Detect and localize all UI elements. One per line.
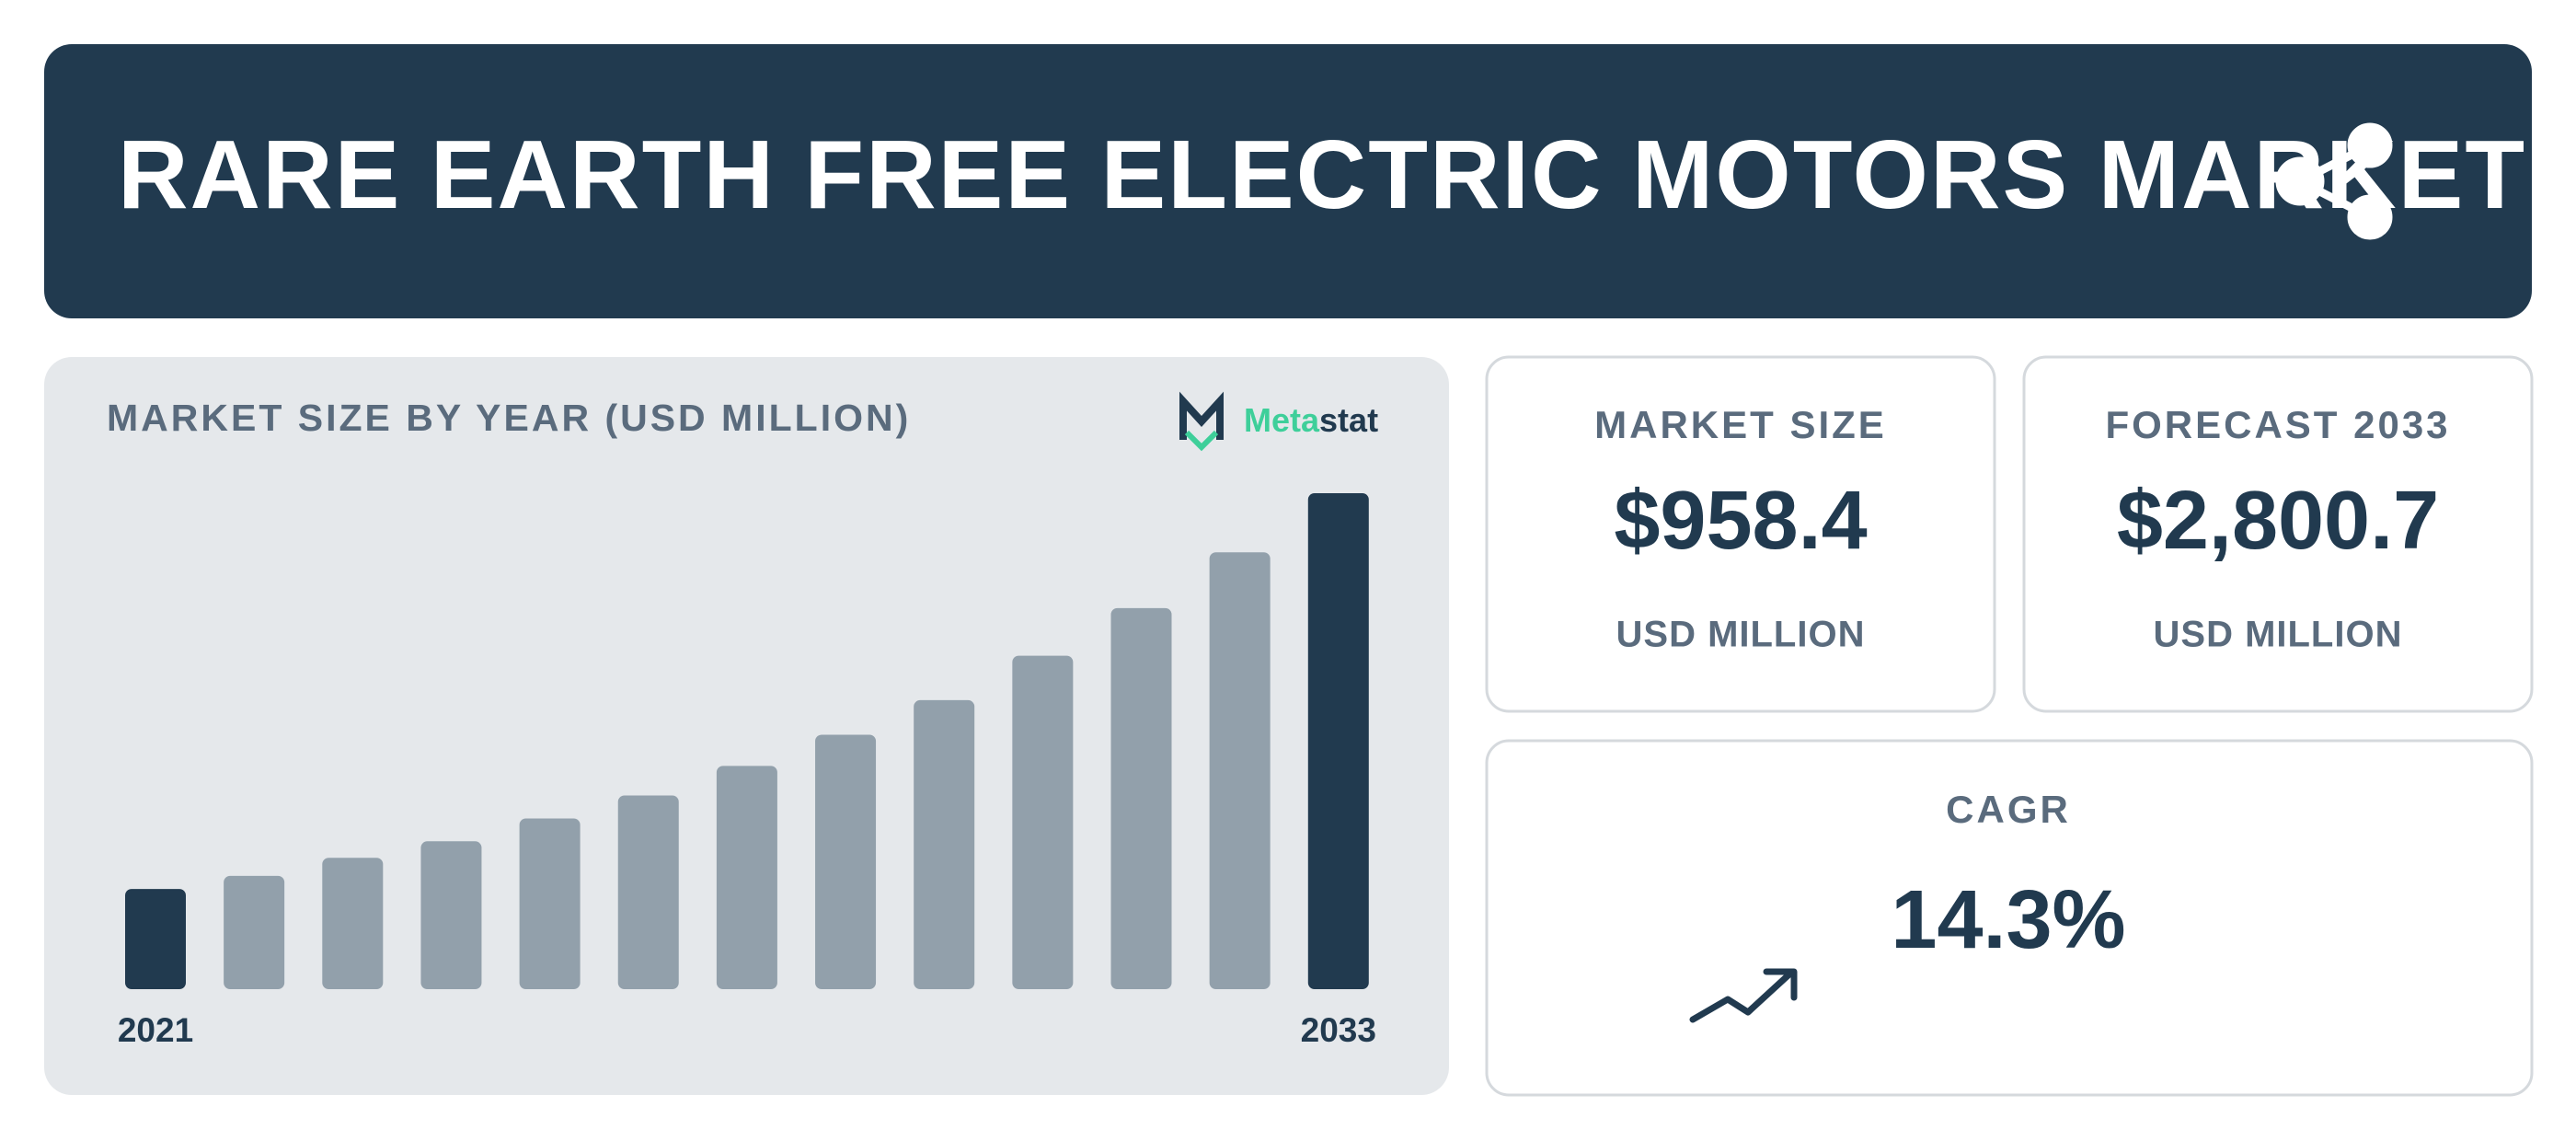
logo-part: Meta [1244, 401, 1320, 439]
card-label: CAGR [1946, 788, 2071, 831]
bar [914, 699, 975, 989]
logo-text: Metastat [1244, 401, 1378, 439]
bar [420, 841, 482, 989]
chart-panel [44, 357, 1449, 1095]
card-unit: USD MILLION [2154, 615, 2403, 655]
header-title: RARE EARTH FREE ELECTRIC MOTORS MARKET [118, 121, 2526, 229]
card [2022, 355, 2534, 713]
bar [1307, 493, 1369, 989]
bar [1012, 655, 1074, 989]
bar [519, 818, 581, 989]
bar [716, 766, 777, 989]
card [1485, 739, 2534, 1097]
card-label: FORECAST 2033 [2105, 403, 2450, 446]
bar [617, 795, 679, 989]
card-value: 14.3% [1891, 874, 2125, 966]
card-label: MARKET SIZE [1594, 403, 1887, 446]
bar [322, 858, 384, 989]
bar [815, 734, 877, 989]
bar [1209, 552, 1271, 989]
bar [1110, 607, 1172, 989]
header-bar [44, 44, 2532, 318]
bar [224, 875, 285, 989]
card-value: $958.4 [1614, 475, 1867, 567]
logo-part: stat [1319, 401, 1378, 439]
logo: Metastat [1179, 391, 1378, 452]
card-unit: USD MILLION [1616, 615, 1866, 655]
x-tick-label: 2033 [1301, 1011, 1376, 1049]
card-value: $2,800.7 [2117, 475, 2439, 567]
trend-icon [1689, 968, 1798, 1023]
bar [125, 889, 186, 989]
card [1485, 355, 1996, 713]
x-tick-label: 2021 [118, 1011, 193, 1049]
share-icon[interactable] [2275, 122, 2393, 240]
chart-title: MARKET SIZE BY YEAR (USD MILLION) [107, 397, 911, 439]
